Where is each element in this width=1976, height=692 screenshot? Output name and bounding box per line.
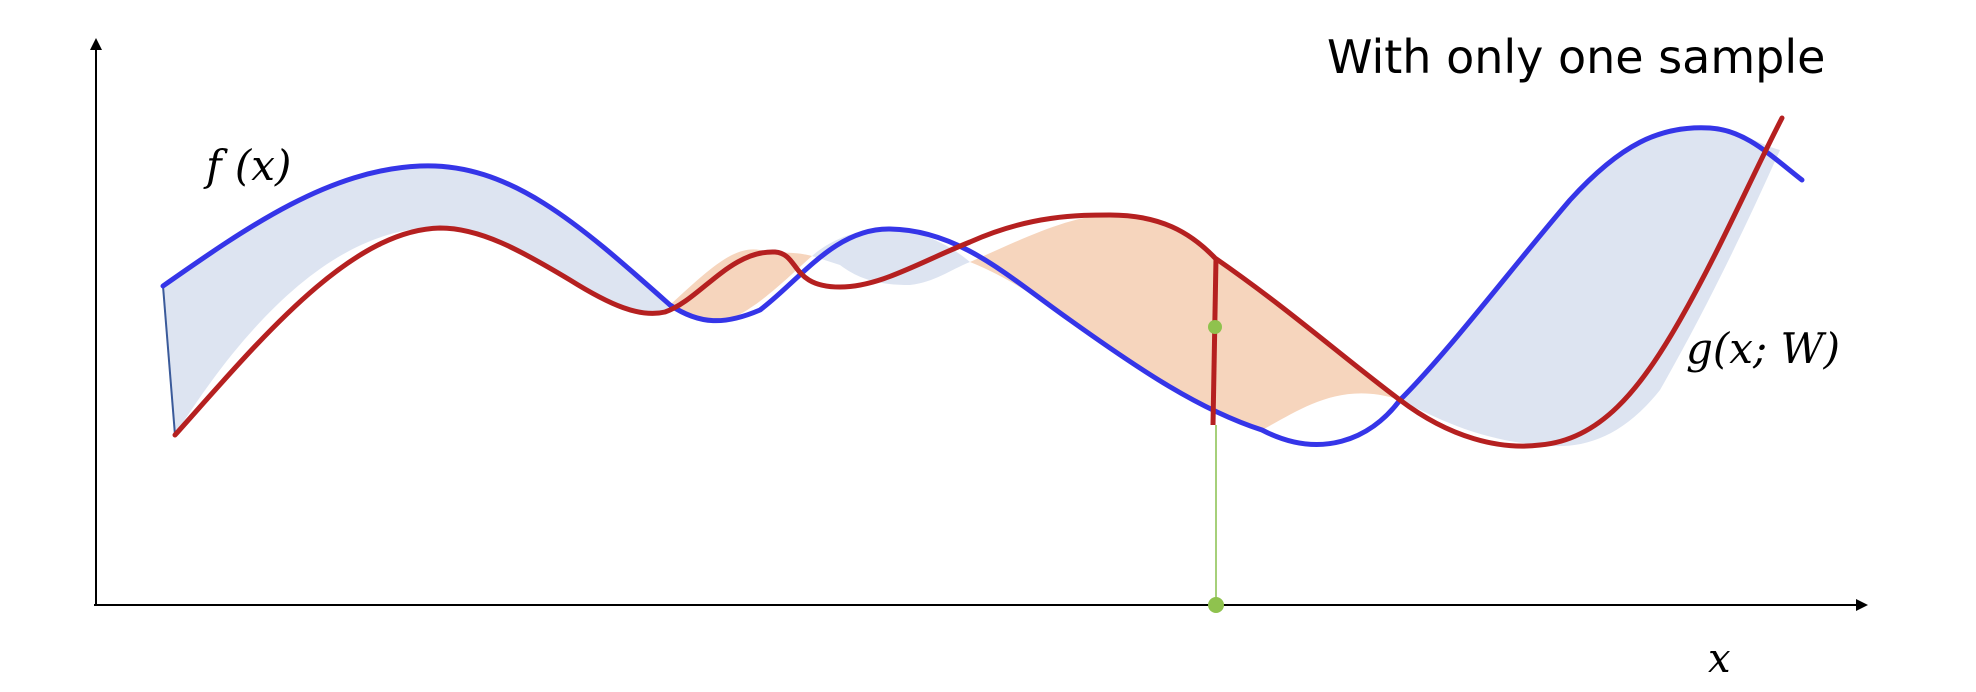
sample-x-dot	[1208, 597, 1224, 613]
g-curve	[172, 115, 1785, 449]
left-boundary-line	[162, 285, 176, 436]
sample-midpoint-dot	[1208, 320, 1222, 334]
region-f-above-2	[812, 228, 970, 285]
region-g-above-2	[970, 215, 1400, 430]
f-curve	[160, 125, 1805, 447]
sample-indicator	[1208, 257, 1224, 613]
sample-error-segment	[1210, 257, 1219, 426]
region-f-above-1	[163, 165, 670, 435]
region-f-above-3	[1400, 127, 1780, 447]
diagram-title: With only one sample	[1327, 30, 1825, 84]
x-axis-label: x	[1708, 636, 1731, 682]
g-label: g(x; W)	[1686, 324, 1840, 373]
error-regions	[163, 127, 1780, 447]
region-g-above-1	[670, 249, 812, 322]
f-label: f (x)	[203, 141, 291, 190]
axes	[90, 38, 1868, 611]
